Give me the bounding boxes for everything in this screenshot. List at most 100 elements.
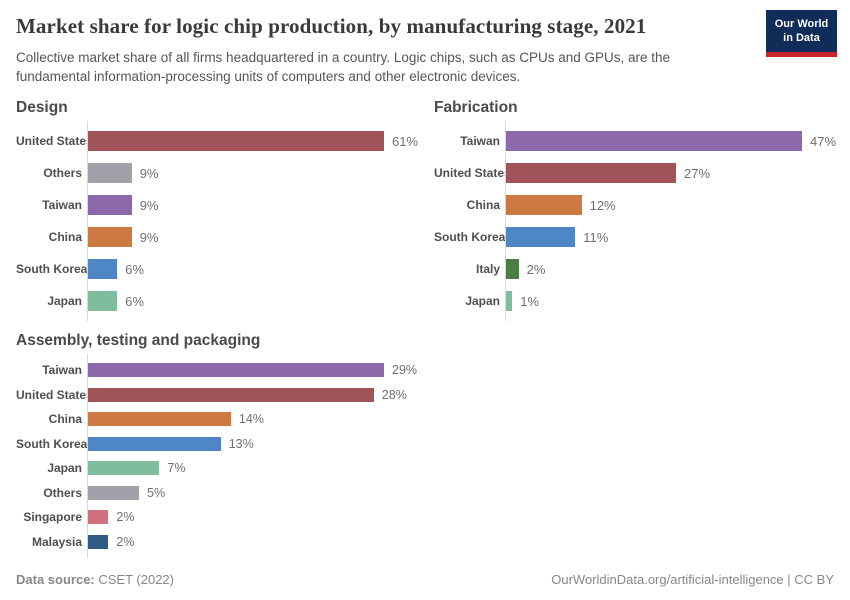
bar <box>88 387 374 402</box>
value-label: 29% <box>392 363 418 378</box>
bar <box>88 363 384 378</box>
value-label: 14% <box>238 412 264 427</box>
bar <box>88 227 132 247</box>
category-label: Italy <box>475 262 500 276</box>
bar <box>88 259 118 279</box>
chart-design-title: Design <box>16 99 68 116</box>
bar-row: China 9% <box>16 221 420 253</box>
footer-attribution: OurWorldinData.org/artificial-intelligen… <box>551 572 834 587</box>
bar-row: United States 28% <box>16 383 420 408</box>
bar <box>88 485 139 500</box>
bar <box>506 131 802 151</box>
category-label: Taiwan <box>42 198 82 212</box>
value-label: 1% <box>520 293 540 309</box>
chart-design: Design United States 61% Others 9% Taiwan 9% C… <box>16 99 420 321</box>
chart-fabrication: Fabrication Taiwan 47% United States 27% Chi… <box>434 99 838 321</box>
bar <box>88 291 118 311</box>
bar <box>506 195 582 215</box>
bar-row: China 12% <box>434 189 838 221</box>
bar <box>506 227 576 247</box>
category-label: Taiwan <box>460 134 500 148</box>
category-label: United States <box>16 134 93 148</box>
bar-row: Japan 1% <box>434 285 838 317</box>
data-source-label: Data source: <box>16 572 95 587</box>
value-label: 13% <box>228 436 254 451</box>
value-label: 6% <box>125 261 144 277</box>
category-label: Taiwan <box>42 363 82 378</box>
value-label: 28% <box>381 387 407 402</box>
category-label: United States <box>434 166 511 180</box>
bar <box>88 436 221 451</box>
bar-row: South Korea 6% <box>16 253 420 285</box>
bar <box>88 195 132 215</box>
category-label: China <box>48 230 82 244</box>
bar <box>88 510 109 525</box>
category-label: Japan <box>47 461 82 476</box>
chart-assembly: Assembly, testing and packaging Taiwan 29… <box>16 332 420 558</box>
bar-row: Malaysia 2% <box>16 530 420 555</box>
bar-row: Others 9% <box>16 157 420 189</box>
owid-logo-line2: in Data <box>783 32 820 45</box>
category-label: Others <box>43 485 82 500</box>
value-label: 9% <box>139 197 159 213</box>
value-label: 9% <box>139 165 159 181</box>
chart-fabrication-rows: Taiwan 47% United States 27% China 12% South K… <box>434 121 838 321</box>
category-label: South Korea <box>16 436 88 451</box>
bar-row: Taiwan 29% <box>16 358 420 383</box>
chart-design-rows: United States 61% Others 9% Taiwan 9% China 9% S… <box>16 121 420 321</box>
value-label: 11% <box>583 229 609 245</box>
value-label: 9% <box>139 229 159 245</box>
bar-row: Italy 2% <box>434 253 838 285</box>
bar-row: Taiwan 47% <box>434 125 838 157</box>
bar-row: Taiwan 9% <box>16 189 420 221</box>
value-label: 61% <box>392 133 419 149</box>
value-label: 2% <box>116 510 135 525</box>
data-source: Data source: CSET (2022) <box>16 572 174 587</box>
value-label: 7% <box>167 461 186 476</box>
bar-row: South Korea 13% <box>16 432 420 457</box>
category-label: China <box>466 198 500 212</box>
owid-logo-line1: Our World <box>774 18 829 30</box>
bar-row: United States 61% <box>16 125 420 157</box>
value-label: 12% <box>589 197 616 213</box>
chart-assembly-rows: Taiwan 29% United States 28% China 14% South K… <box>16 354 420 558</box>
bar-row: Singapore 2% <box>16 505 420 530</box>
value-label: 6% <box>125 293 144 309</box>
category-label: Japan <box>465 294 500 308</box>
page-subtitle: Collective market share of all firms hea… <box>16 50 671 85</box>
bar <box>506 291 513 311</box>
bar-row: China 14% <box>16 407 420 432</box>
page-title: Market share for logic chip production, … <box>16 14 647 38</box>
category-label: South Korea <box>434 230 506 244</box>
data-source-value: CSET (2022) <box>94 572 174 587</box>
category-label: Malaysia <box>31 534 82 549</box>
category-label: China <box>48 412 82 427</box>
bar <box>506 163 676 183</box>
value-label: 2% <box>116 534 135 549</box>
bar-row: Japan 6% <box>16 285 420 317</box>
bar-row: United States 27% <box>434 157 838 189</box>
category-label: South Korea <box>16 262 88 276</box>
category-label: Japan <box>47 294 82 308</box>
bar <box>88 412 231 427</box>
bar-row: Japan 7% <box>16 456 420 481</box>
value-label: 27% <box>684 165 711 181</box>
footer: Data source: CSET (2022) OurWorldinData.… <box>16 572 834 587</box>
bar-row: South Korea 11% <box>434 221 838 253</box>
value-label: 5% <box>147 485 166 500</box>
category-label: Singapore <box>23 510 82 525</box>
category-label: United States <box>16 387 93 402</box>
bar <box>88 461 160 476</box>
bar <box>88 534 109 549</box>
category-label: Others <box>43 166 82 180</box>
bar <box>506 259 519 279</box>
bar-row: Others 5% <box>16 481 420 506</box>
chart-fabrication-title: Fabrication <box>434 99 518 116</box>
bar <box>88 163 132 183</box>
owid-logo: Our World in Data <box>766 10 837 57</box>
value-label: 2% <box>526 261 546 277</box>
value-label: 47% <box>810 133 837 149</box>
bar <box>88 131 384 151</box>
chart-assembly-title: Assembly, testing and packaging <box>16 332 261 349</box>
